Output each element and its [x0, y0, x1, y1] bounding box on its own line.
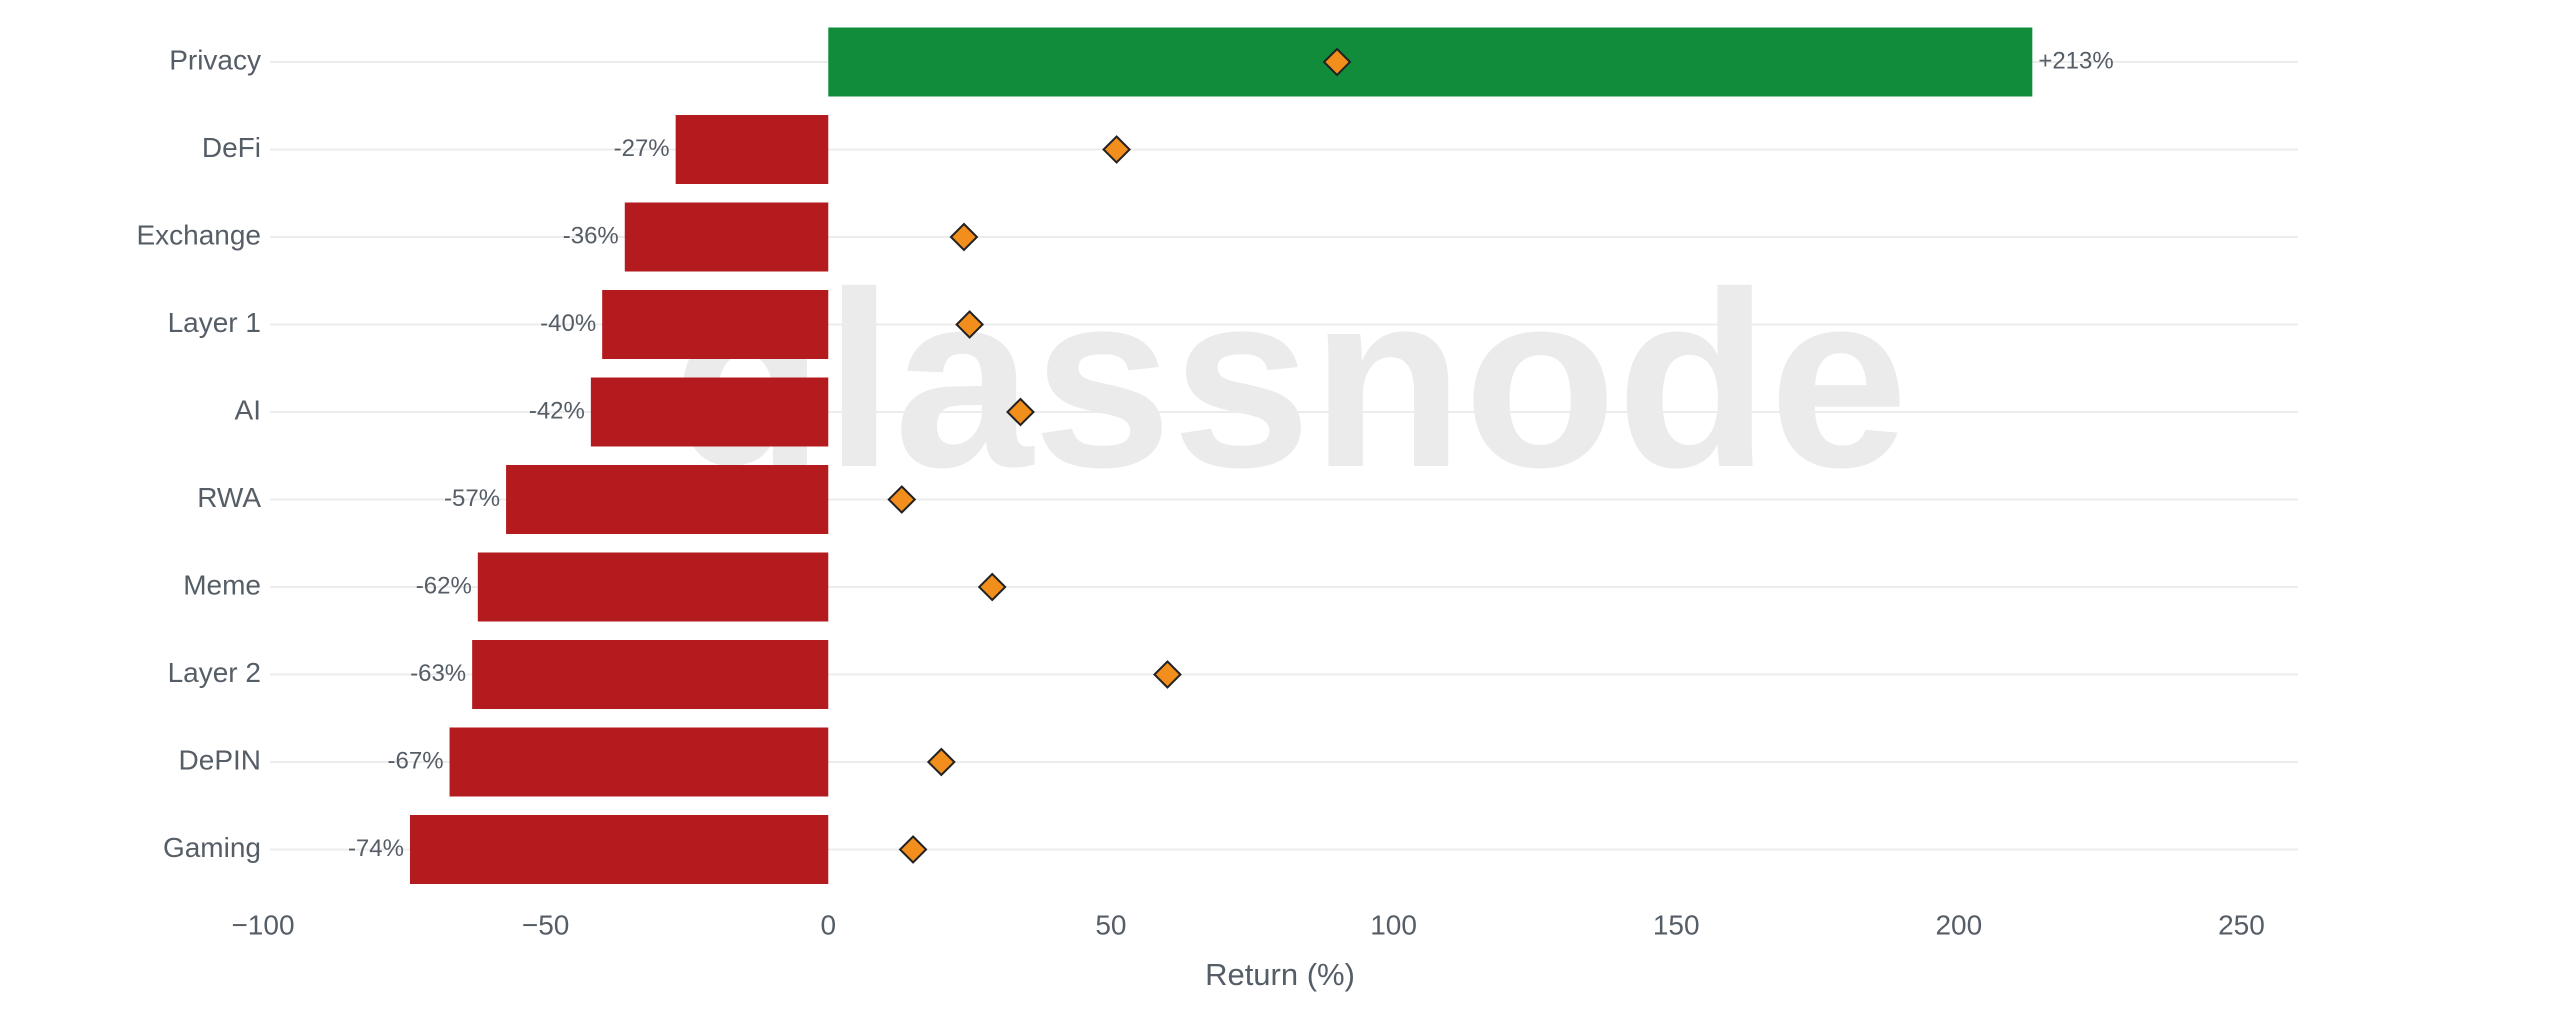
x-tick-label: 200: [1935, 909, 1982, 940]
bar: [675, 115, 829, 184]
x-axis-title: Return (%): [1205, 957, 1355, 992]
diamond-marker: [898, 835, 928, 864]
diamond-marker: [926, 747, 956, 777]
category-label: Layer 2: [168, 657, 261, 688]
diamond-marker: [1153, 660, 1182, 689]
bar: [477, 552, 829, 622]
category-label: Gaming: [163, 832, 261, 863]
value-label: -42%: [529, 397, 585, 424]
bar: [449, 727, 829, 797]
diamond-marker: [955, 310, 985, 339]
watermark: glassnode: [672, 240, 1908, 519]
bar: [828, 27, 2033, 97]
diamond-marker: [949, 222, 979, 252]
bar: [472, 640, 829, 709]
category-label: DeFi: [202, 132, 261, 163]
category-label: Layer 1: [168, 307, 261, 338]
diamond-marker: [887, 485, 917, 514]
x-tick-label: −100: [231, 909, 294, 940]
value-label: -27%: [614, 135, 670, 162]
value-label: -67%: [388, 747, 444, 774]
x-tick-label: 150: [1653, 909, 1700, 940]
x-tick-label: 100: [1370, 909, 1417, 940]
value-label: -40%: [540, 310, 596, 337]
x-tick-label: −50: [522, 909, 570, 940]
value-label: -63%: [410, 660, 466, 687]
diamond-marker: [1322, 47, 1352, 77]
x-tick-label: 250: [2218, 909, 2265, 940]
bar: [590, 377, 829, 447]
bar: [409, 815, 829, 884]
category-label: RWA: [197, 482, 261, 513]
value-label: -57%: [444, 485, 500, 512]
x-tick-label: 0: [820, 909, 836, 940]
value-label: +213%: [2038, 47, 2113, 74]
bar: [602, 290, 829, 359]
category-label: AI: [235, 394, 261, 425]
value-label: -62%: [416, 572, 472, 599]
category-label: Meme: [183, 569, 261, 600]
bar: [506, 465, 829, 534]
category-label: Privacy: [169, 44, 261, 75]
category-label: Exchange: [136, 219, 261, 250]
value-label: -36%: [563, 222, 619, 249]
diamond-marker: [1006, 397, 1035, 427]
value-label: -74%: [348, 835, 404, 862]
category-label: DePIN: [179, 744, 261, 775]
bar: [624, 202, 829, 272]
x-tick-label: 50: [1095, 909, 1126, 940]
diamond-marker: [977, 572, 1007, 602]
diamond-marker: [1102, 135, 1131, 164]
